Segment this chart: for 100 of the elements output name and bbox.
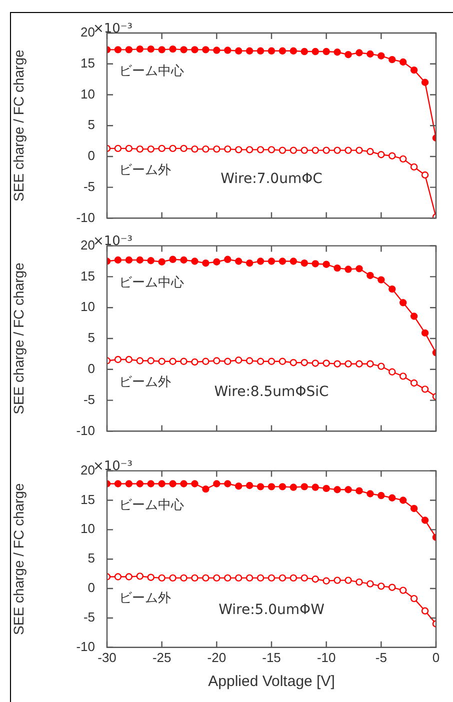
point xyxy=(136,357,144,364)
point xyxy=(388,56,396,64)
point xyxy=(388,494,396,502)
point xyxy=(278,483,286,490)
series-label: ビーム中心 xyxy=(119,274,184,291)
annotation: ×10⁻³ xyxy=(93,234,133,250)
point xyxy=(268,146,276,154)
point xyxy=(136,572,144,580)
point xyxy=(356,49,363,56)
point xyxy=(312,484,319,491)
series-label: ビーム外 xyxy=(119,375,171,390)
point xyxy=(300,483,308,490)
point xyxy=(246,482,254,490)
annotation: ×10⁻³ xyxy=(93,459,133,474)
y-tick-label: 20 xyxy=(80,24,95,40)
point xyxy=(300,359,308,366)
point xyxy=(114,256,122,264)
point xyxy=(344,576,352,584)
point xyxy=(246,357,254,364)
point xyxy=(180,256,188,264)
annotation: Wire:5.0umΦW xyxy=(218,602,325,618)
point xyxy=(158,144,166,152)
y-tick-label: 0 xyxy=(88,360,95,376)
point xyxy=(158,358,166,365)
series-label: ビーム外 xyxy=(119,591,171,606)
point xyxy=(136,145,144,153)
point xyxy=(278,574,286,582)
point xyxy=(125,256,133,264)
point xyxy=(213,145,220,153)
point xyxy=(322,577,330,584)
point xyxy=(180,574,188,582)
point xyxy=(400,372,407,380)
point xyxy=(213,258,220,266)
point xyxy=(125,480,133,488)
point xyxy=(378,362,385,370)
point xyxy=(421,171,429,179)
point xyxy=(191,46,198,54)
x-axis-title: Applied Voltage [V] xyxy=(208,673,335,690)
y-tick-label: 20 xyxy=(80,462,95,478)
y-axis-title: SEE charge / FC charge xyxy=(10,483,26,635)
y-axis-title: SEE charge / FC charge xyxy=(10,262,26,414)
point xyxy=(224,480,232,488)
point xyxy=(235,574,242,582)
point xyxy=(169,256,176,263)
point xyxy=(125,144,133,152)
annotation: Wire:7.0umΦC xyxy=(220,170,323,187)
point xyxy=(344,266,352,273)
point xyxy=(213,357,220,364)
point xyxy=(213,480,220,488)
point xyxy=(278,47,286,55)
series-label: ビーム中心 xyxy=(119,63,184,80)
point xyxy=(322,260,330,268)
point xyxy=(147,257,154,264)
point xyxy=(344,146,352,154)
point xyxy=(322,48,330,56)
point xyxy=(268,358,276,365)
point xyxy=(125,46,133,54)
point xyxy=(147,145,154,153)
point xyxy=(388,285,396,293)
point xyxy=(235,482,242,490)
point xyxy=(388,152,396,160)
point xyxy=(400,299,407,306)
point xyxy=(169,144,176,152)
point xyxy=(158,574,166,582)
point xyxy=(180,358,188,365)
point xyxy=(191,258,198,265)
point xyxy=(256,47,264,55)
point xyxy=(344,51,352,58)
point xyxy=(410,312,418,320)
point xyxy=(114,480,122,488)
point xyxy=(378,492,385,500)
point xyxy=(256,574,264,582)
point xyxy=(224,46,232,54)
point xyxy=(235,258,242,265)
y-tick-label: 10 xyxy=(80,86,95,102)
point xyxy=(191,358,198,366)
point xyxy=(191,480,198,488)
point xyxy=(235,146,242,154)
point xyxy=(356,487,363,494)
point xyxy=(224,145,232,153)
y-tick-label: -10 xyxy=(76,422,95,438)
annotation: Wire:8.5umΦSiC xyxy=(214,384,329,400)
point xyxy=(410,379,418,387)
x-tick-label: -20 xyxy=(207,650,226,665)
point xyxy=(410,594,418,602)
point xyxy=(147,574,154,581)
point xyxy=(114,356,122,364)
point xyxy=(410,66,418,74)
point xyxy=(366,360,374,368)
point xyxy=(300,48,308,56)
point xyxy=(300,574,308,582)
point xyxy=(169,45,176,53)
point xyxy=(344,486,352,494)
point xyxy=(278,146,286,154)
point xyxy=(290,47,298,55)
point xyxy=(356,360,363,368)
point xyxy=(366,148,374,156)
x-tick-label: -15 xyxy=(262,650,281,665)
point xyxy=(256,358,264,365)
point xyxy=(278,358,286,365)
